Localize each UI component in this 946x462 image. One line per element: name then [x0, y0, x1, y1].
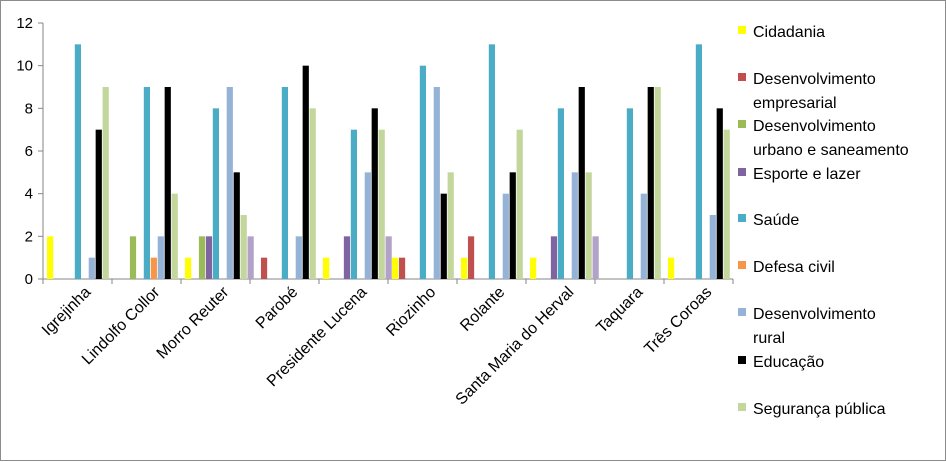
- bar: [150, 257, 157, 279]
- bar: [378, 129, 385, 279]
- x-category-label: Três Coroas: [641, 284, 715, 358]
- bar: [516, 129, 523, 279]
- bar: [281, 87, 288, 279]
- bar: [592, 236, 599, 279]
- legend-swatch: [738, 308, 746, 316]
- bar: [488, 44, 495, 279]
- bar: [695, 44, 702, 279]
- bar: [723, 129, 730, 279]
- chart-bars: [47, 44, 730, 279]
- bar: [164, 87, 171, 279]
- x-category-label: Igrejinha: [39, 284, 94, 339]
- bar: [709, 215, 716, 279]
- bar: [557, 108, 564, 279]
- y-tick-label: 6: [25, 143, 33, 160]
- bar: [198, 236, 206, 279]
- y-tick-label: 10: [16, 58, 33, 75]
- legend-label: Desenvolvimento rural: [753, 306, 876, 347]
- x-category-label: Riozinho: [383, 284, 439, 340]
- bar: [461, 257, 468, 279]
- legend-swatch: [738, 73, 746, 81]
- bar: [171, 193, 178, 279]
- x-category-label: Morro Reuter: [154, 283, 233, 362]
- chart-legend: Cidadania Desenvolvimento empresarial Desen…: [738, 24, 909, 418]
- legend-label: Segurança pública: [753, 401, 886, 418]
- legend-label: Desenvolvimento urbano e saneamento: [753, 118, 909, 159]
- x-category-label: Santa Maria do Herval: [453, 284, 578, 409]
- bar: [385, 236, 392, 279]
- bar: [260, 257, 268, 279]
- bar: [398, 257, 406, 279]
- bar: [295, 236, 302, 279]
- bar: [226, 87, 233, 279]
- bar: [129, 236, 137, 279]
- bar: [550, 236, 558, 279]
- bar: [47, 236, 54, 279]
- legend-swatch: [738, 403, 746, 411]
- x-category-label: Rolante: [457, 284, 508, 335]
- y-tick-label: 8: [25, 100, 33, 117]
- bar: [247, 236, 254, 279]
- legend-label: Defesa civil: [753, 259, 835, 276]
- bar: [467, 236, 475, 279]
- x-category-label: Taquara: [593, 284, 646, 337]
- bar: [240, 215, 247, 279]
- legend-label: Educação: [753, 354, 824, 371]
- x-category-label: Parobé: [253, 284, 302, 333]
- bar: [440, 193, 447, 279]
- y-tick-label: 2: [25, 228, 33, 245]
- bar: [578, 87, 585, 279]
- legend-swatch: [738, 261, 746, 269]
- bar: [95, 129, 102, 279]
- bar: [433, 87, 440, 279]
- bar: [716, 108, 723, 279]
- legend-swatch: [738, 356, 746, 364]
- legend-swatch: [738, 168, 746, 176]
- bar: [343, 236, 351, 279]
- bar: [309, 108, 316, 279]
- bar: [509, 172, 516, 279]
- bar: [392, 257, 399, 279]
- legend-swatch: [738, 26, 746, 34]
- bar: [143, 87, 150, 279]
- bar: [585, 172, 592, 279]
- y-tick-label: 12: [16, 15, 33, 32]
- bar: [640, 193, 647, 279]
- legend-label: Cidadania: [753, 24, 825, 41]
- bar: [668, 257, 675, 279]
- bar: [323, 257, 330, 279]
- bar: [371, 108, 378, 279]
- bar: [447, 172, 454, 279]
- y-tick-label: 4: [25, 186, 33, 203]
- bar: [364, 172, 371, 279]
- bar: [212, 108, 219, 279]
- bar: [654, 87, 661, 279]
- bar: [530, 257, 537, 279]
- bar: [205, 236, 213, 279]
- bar: [74, 44, 81, 279]
- bar: [647, 87, 654, 279]
- bar: [302, 65, 309, 279]
- bar: [88, 257, 95, 279]
- legend-swatch: [738, 120, 746, 128]
- y-tick-label: 0: [25, 271, 33, 288]
- bar: [185, 257, 192, 279]
- legend-label: Saúde: [753, 212, 799, 229]
- bar: [233, 172, 240, 279]
- legend-swatch: [738, 214, 746, 222]
- bar: [157, 236, 164, 279]
- bar: [571, 172, 578, 279]
- y-axis-ticks: 0 2 4 6 8 10 12: [16, 15, 734, 288]
- bar: [626, 108, 633, 279]
- legend-label: Esporte e lazer: [753, 166, 861, 183]
- bar: [502, 193, 509, 279]
- legend-label: Desenvolvimento empresarial: [753, 71, 876, 112]
- bar: [419, 65, 426, 279]
- bar: [102, 87, 109, 279]
- bar: [350, 129, 357, 279]
